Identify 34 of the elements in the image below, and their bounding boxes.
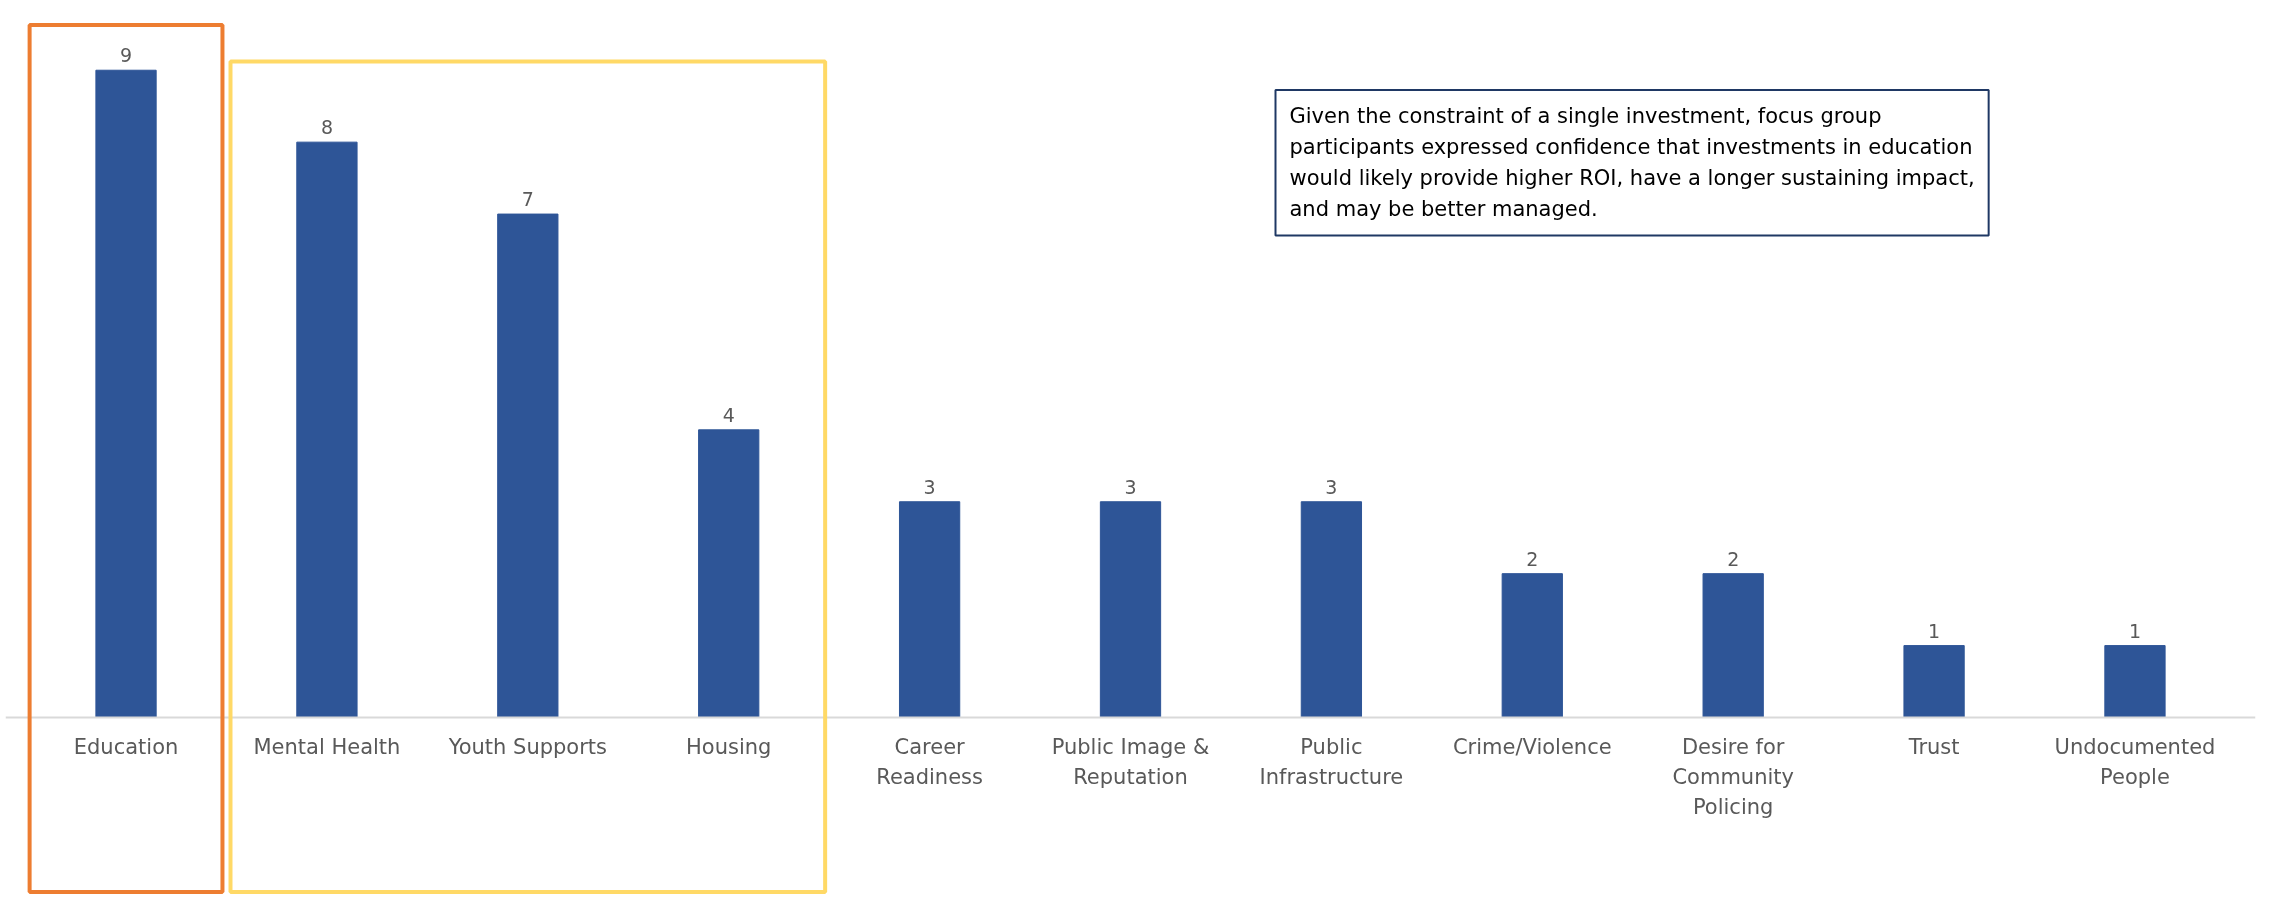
bar <box>1501 573 1563 718</box>
data-label: 3 <box>1325 475 1338 498</box>
x-tick-label: Public Image & Reputation <box>1051 735 1210 790</box>
data-label: 8 <box>320 116 333 139</box>
annotation: Given the constraint of a single investment, focus group participants expressed confidence that investments in education would likely provide higher ROI, have a longer sustaining impact, and may be better managed. <box>1289 103 1975 222</box>
x-tick-label: Career Readiness <box>876 735 983 790</box>
bar <box>95 69 157 718</box>
data-label: 9 <box>119 44 133 67</box>
x-tick-label: Trust <box>1907 735 1960 760</box>
data-label: 2 <box>1526 547 1539 570</box>
bar <box>296 141 358 718</box>
x-tick-label: Crime/Violence <box>1452 735 1612 760</box>
bar <box>1903 645 1965 718</box>
x-tick-label: Undocumented People <box>2054 735 2216 790</box>
bar <box>1300 501 1363 718</box>
bar <box>1099 501 1162 718</box>
x-tick-label: Housing <box>686 735 772 760</box>
data-label: 3 <box>1124 475 1137 498</box>
x-tick-label: Public Infrastructure <box>1259 735 1404 790</box>
data-label: 4 <box>722 403 735 426</box>
data-label: 1 <box>1928 619 1941 642</box>
data-label: 7 <box>521 188 534 211</box>
bar <box>2104 645 2166 718</box>
x-tick-label: Mental Health <box>253 735 401 760</box>
x-tick-label: Education <box>73 735 179 760</box>
x-tick-label: Desire for Community Policing <box>1672 735 1794 820</box>
x-tick-label: Youth Supports <box>447 735 608 760</box>
bar <box>497 213 559 718</box>
bar <box>898 501 961 718</box>
data-label: 3 <box>923 475 936 498</box>
bar <box>698 429 760 718</box>
bar <box>1702 573 1764 718</box>
data-label: 2 <box>1727 547 1740 570</box>
data-label: 1 <box>2128 619 2142 642</box>
